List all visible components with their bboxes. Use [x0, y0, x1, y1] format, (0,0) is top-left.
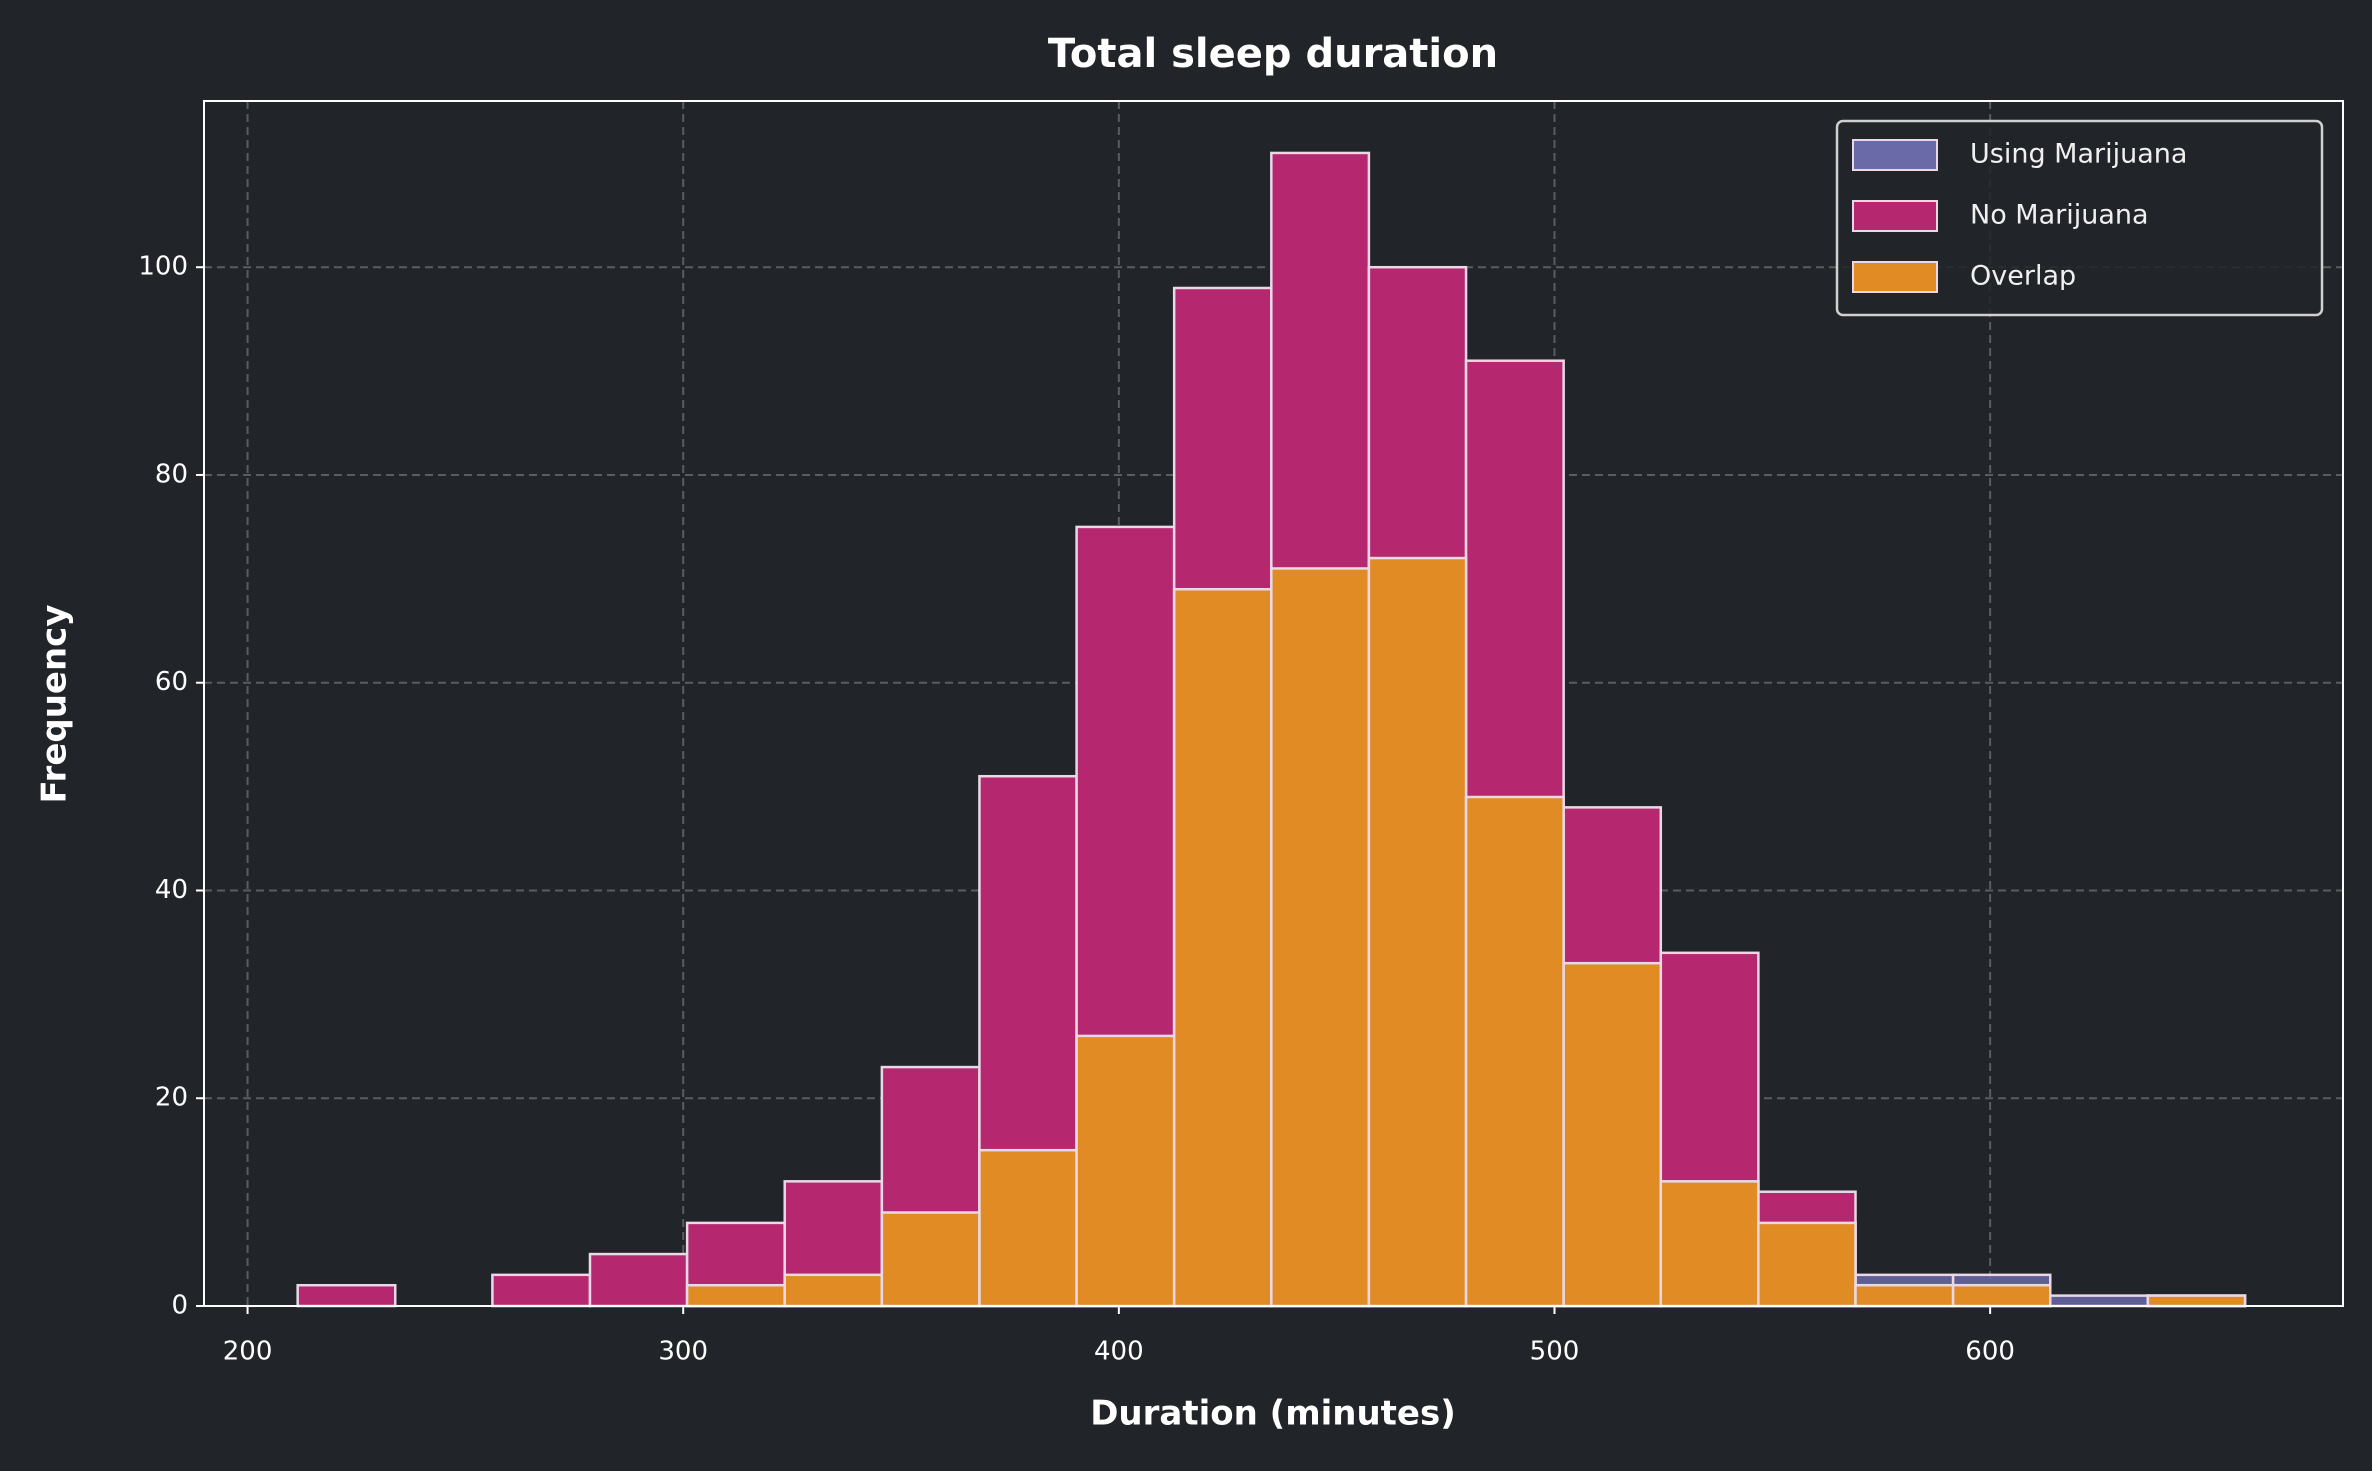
bar [1659, 1180, 1760, 1308]
plot-frame [203, 100, 2344, 1307]
bar [296, 1283, 397, 1308]
bar [588, 1252, 689, 1308]
legend-swatch [1852, 200, 1938, 232]
legend-label: Using Marijuana [1970, 139, 2187, 170]
y-tick-label: 40 [155, 875, 188, 905]
legend-label: Overlap [1970, 261, 2076, 292]
x-tick-label: 500 [1530, 1337, 1580, 1367]
legend-box [1835, 119, 2324, 317]
bar [2146, 1294, 2247, 1308]
bar [1464, 795, 1565, 1308]
bar [1270, 567, 1371, 1308]
bar [491, 1273, 592, 1308]
y-axis-label: Frequency [35, 604, 75, 803]
x-axis-label: Duration (minutes) [1090, 1394, 1456, 1434]
bar [1854, 1283, 1955, 1308]
y-tick-label: 20 [155, 1083, 188, 1113]
bar [685, 1283, 786, 1308]
bar [1757, 1221, 1857, 1308]
y-tick-label: 80 [155, 459, 188, 489]
y-tick-label: 0 [171, 1291, 188, 1321]
bar [880, 1211, 981, 1308]
x-tick-label: 600 [1965, 1337, 2015, 1367]
x-tick-label: 300 [658, 1337, 708, 1367]
bar [1562, 961, 1663, 1308]
legend-swatch [1852, 139, 1938, 171]
y-tick-label: 100 [138, 252, 188, 282]
bar [783, 1273, 884, 1308]
y-tick-label: 60 [155, 667, 188, 697]
bar [978, 1148, 1078, 1308]
x-tick-label: 200 [223, 1337, 273, 1367]
legend-swatch [1852, 261, 1938, 293]
bar [1367, 556, 1468, 1308]
x-tick-label: 400 [1094, 1337, 1144, 1367]
bar [1075, 1034, 1176, 1308]
bar [1951, 1283, 2052, 1308]
bar [2048, 1294, 2150, 1308]
legend-label: No Marijuana [1970, 200, 2149, 231]
bar [1172, 587, 1273, 1308]
chart-title: Total sleep duration [1048, 31, 1498, 77]
